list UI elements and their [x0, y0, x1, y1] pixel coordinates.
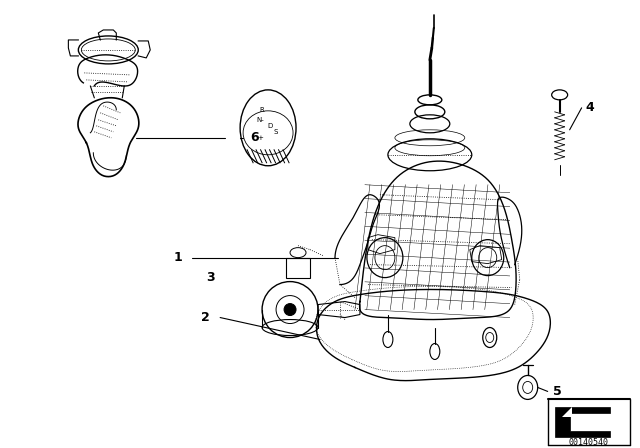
Text: N-: N- — [256, 117, 264, 123]
Text: 1: 1 — [174, 251, 182, 264]
Text: 6: 6 — [250, 131, 259, 144]
Text: +: + — [257, 135, 263, 141]
Text: 3: 3 — [206, 271, 214, 284]
Text: D: D — [268, 123, 273, 129]
Text: 4: 4 — [585, 101, 594, 114]
Text: S: S — [274, 129, 278, 135]
Polygon shape — [555, 407, 609, 437]
Text: 2: 2 — [201, 311, 209, 324]
Polygon shape — [562, 407, 572, 418]
Text: R: R — [260, 107, 264, 113]
Text: 00140540: 00140540 — [568, 438, 609, 447]
Ellipse shape — [284, 304, 296, 315]
Text: 5: 5 — [553, 385, 562, 398]
